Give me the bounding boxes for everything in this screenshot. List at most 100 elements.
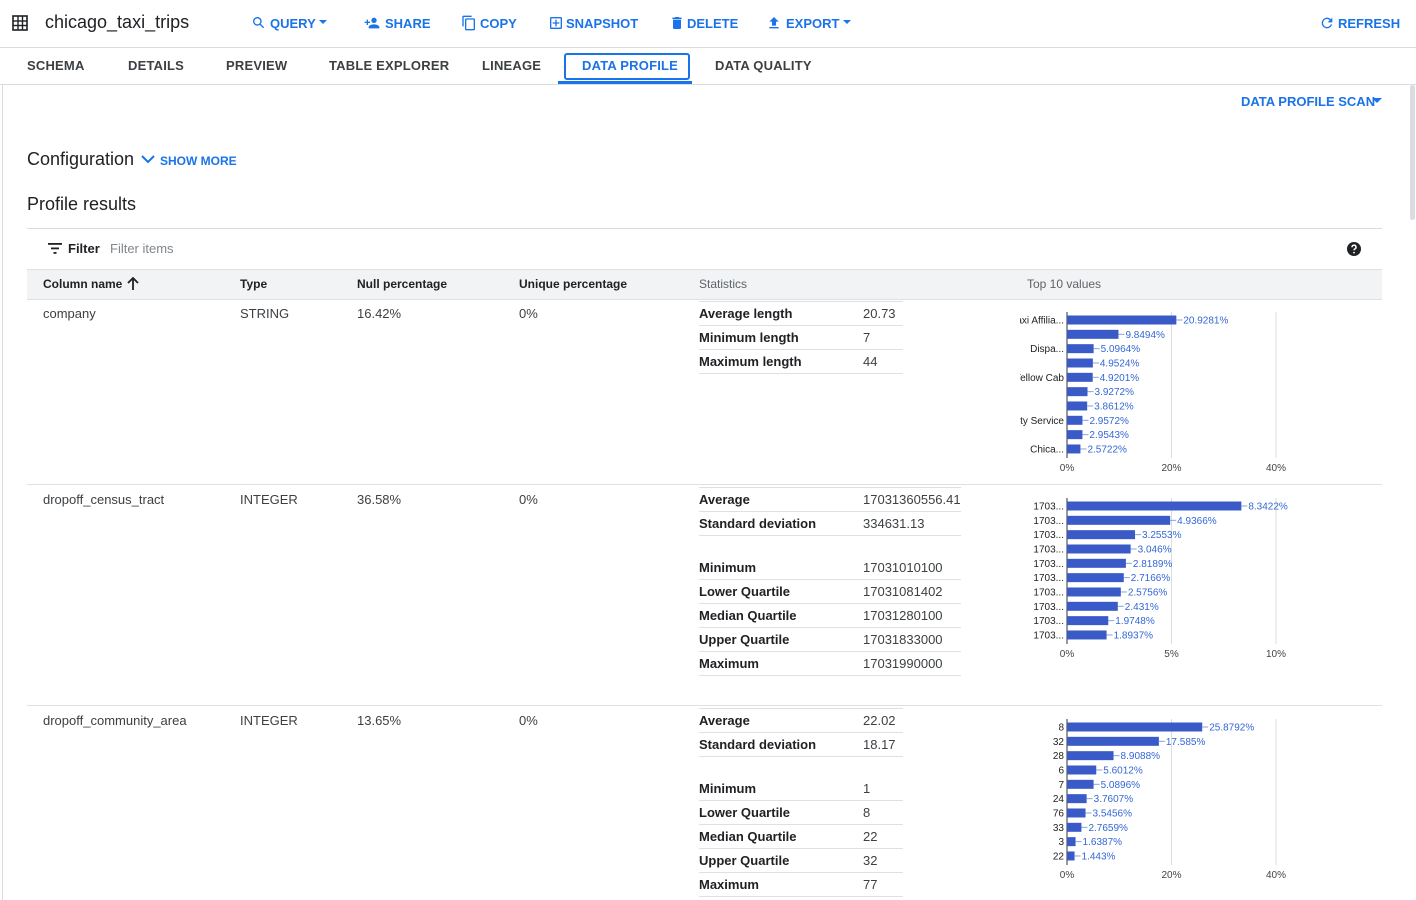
sort-arrow[interactable] <box>127 277 139 290</box>
action-button[interactable]: SHARE <box>385 16 431 31</box>
stat-value: 17031990000 <box>863 652 961 676</box>
x-tick-label: 10% <box>1266 649 1286 660</box>
filter-icon <box>48 243 62 254</box>
x-tick-label: 40% <box>1266 463 1286 474</box>
value-label: 3.7607% <box>1094 794 1134 805</box>
filter-input[interactable]: Filter items <box>110 241 174 256</box>
stat-label: Maximum <box>699 873 863 897</box>
value-label: 3.9272% <box>1095 387 1135 398</box>
value-label: 1.8937% <box>1114 630 1154 641</box>
scan-menu[interactable]: DATA PROFILE SCAN <box>1241 94 1376 109</box>
category-label: 28 <box>1053 751 1065 762</box>
stat-value: 22 <box>863 825 903 849</box>
stat-value: 17031360556.41 <box>863 488 961 512</box>
bar <box>1067 430 1083 440</box>
action-button[interactable]: COPY <box>480 16 517 31</box>
value-label: 2.7659% <box>1088 823 1128 834</box>
cell-null-percentage: 16.42% <box>357 306 402 321</box>
stat-label: Average <box>699 488 863 512</box>
bar <box>1067 501 1242 511</box>
top-values-chart: 0% 20% 40% 20.9281% Taxi Affilia... 9.8494% 5.… <box>1020 312 1286 474</box>
help-icon[interactable] <box>1347 242 1361 256</box>
category-label: Yellow Cab <box>1020 373 1064 384</box>
value-label: 2.9572% <box>1089 416 1129 427</box>
value-label: 2.5722% <box>1087 444 1127 455</box>
value-label: 20.9281% <box>1183 316 1228 327</box>
cell-type: INTEGER <box>240 492 298 507</box>
x-tick-label: 0% <box>1060 649 1075 660</box>
bar <box>1067 722 1203 732</box>
bar <box>1067 358 1093 368</box>
tab[interactable]: PREVIEW <box>226 58 288 73</box>
value-label: 4.9201% <box>1100 373 1140 384</box>
stat-value: 20.73 <box>863 302 903 326</box>
value-label: 5.0964% <box>1101 344 1141 355</box>
tab[interactable]: SCHEMA <box>27 58 85 73</box>
x-tick-label: 20% <box>1161 870 1181 881</box>
stat-value: 17031081402 <box>863 580 961 604</box>
stat-value: 22.02 <box>863 709 903 733</box>
stat-value: 18.17 <box>863 733 903 757</box>
stat-label: Standard deviation <box>699 512 863 536</box>
bar <box>1067 751 1114 761</box>
value-label: 5.0896% <box>1101 780 1141 791</box>
column-header[interactable]: Column name <box>43 277 123 291</box>
bar <box>1067 530 1136 540</box>
category-label: 24 <box>1053 794 1065 805</box>
value-label: 1.9748% <box>1115 616 1155 627</box>
content-border <box>2 85 3 900</box>
tab[interactable]: DATA PROFILE <box>582 58 679 73</box>
bar <box>1067 401 1088 411</box>
action-button[interactable]: EXPORT <box>786 16 840 31</box>
x-tick-label: 40% <box>1266 870 1286 881</box>
stat-value: 8 <box>863 801 903 825</box>
value-label: 1.443% <box>1082 851 1116 862</box>
cell-name: dropoff_census_tract <box>43 492 165 507</box>
chevron-icon <box>141 155 155 164</box>
stat-value: 7 <box>863 326 903 350</box>
dropdown-arrow <box>1372 98 1382 103</box>
cell-unique-percentage: 0% <box>519 492 538 507</box>
column-header: Null percentage <box>357 277 448 291</box>
category-label: 22 <box>1053 851 1065 862</box>
stat-label: Upper Quartile <box>699 849 863 873</box>
value-label: 3.8612% <box>1094 401 1134 412</box>
action-button[interactable]: DELETE <box>687 16 739 31</box>
tab[interactable]: DETAILS <box>128 58 185 73</box>
stat-label: Minimum <box>699 777 863 801</box>
category-label: 1703... <box>1033 602 1064 613</box>
show-more[interactable]: SHOW MORE <box>160 154 237 168</box>
scrollbar <box>1410 85 1415 220</box>
cell-null-percentage: 36.58% <box>357 492 402 507</box>
tab-indicator <box>558 81 692 84</box>
table-header <box>27 269 1382 300</box>
tab[interactable]: DATA QUALITY <box>715 58 812 73</box>
bar <box>1067 822 1082 832</box>
bar <box>1067 601 1118 611</box>
action-icon <box>550 17 562 29</box>
profile-title: Profile results <box>27 194 137 214</box>
value-label: 4.9366% <box>1177 516 1217 527</box>
bar <box>1067 616 1109 626</box>
category-label: 33 <box>1053 823 1065 834</box>
stat-label: Lower Quartile <box>699 580 863 604</box>
cell-unique-percentage: 0% <box>519 306 538 321</box>
action-button[interactable]: SNAPSHOT <box>566 16 639 31</box>
action-button[interactable]: QUERY <box>270 16 316 31</box>
category-label: 1703... <box>1033 630 1064 641</box>
action-icon <box>672 17 682 29</box>
stat-label: Upper Quartile <box>699 628 863 652</box>
value-label: 2.7166% <box>1131 573 1171 584</box>
category-label: 76 <box>1053 808 1065 819</box>
tab[interactable]: LINEAGE <box>482 58 542 73</box>
stat-label: Maximum length <box>699 350 863 374</box>
refresh-icon <box>1321 17 1333 29</box>
category-label: 1703... <box>1033 544 1064 555</box>
tab[interactable]: TABLE EXPLORER <box>329 58 450 73</box>
column-header: Type <box>240 277 268 291</box>
action-icon <box>462 15 475 31</box>
bar <box>1067 329 1119 339</box>
stat-label: Average length <box>699 302 863 326</box>
refresh-button[interactable]: REFRESH <box>1338 16 1401 31</box>
